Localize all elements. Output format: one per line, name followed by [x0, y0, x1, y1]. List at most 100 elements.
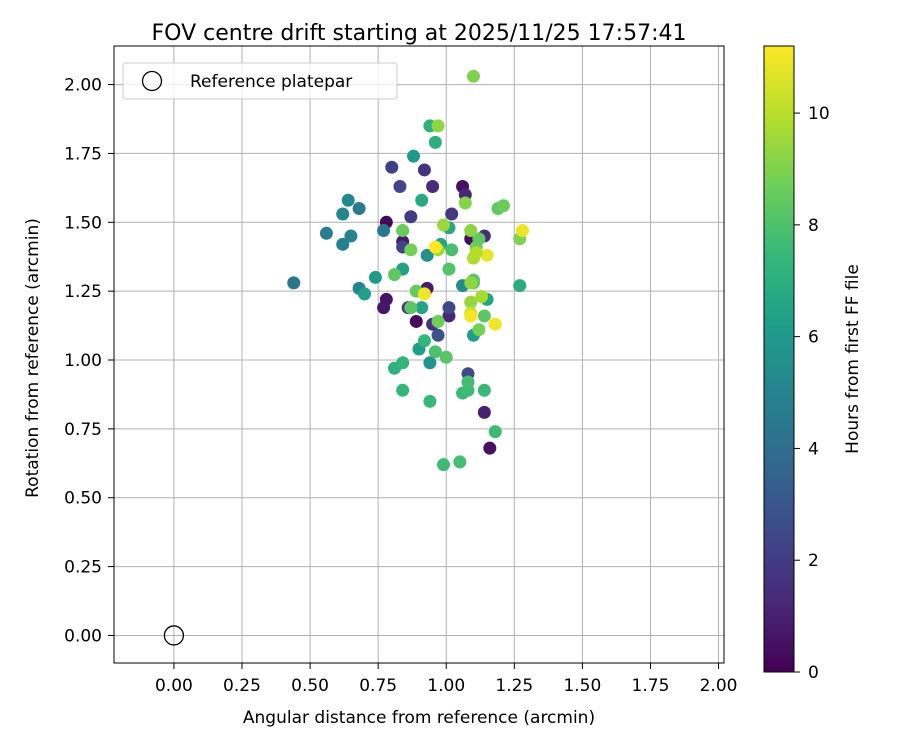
data-point [415, 301, 429, 315]
data-point [428, 345, 442, 359]
data-point [464, 295, 478, 309]
data-point [393, 179, 407, 193]
data-point [352, 202, 366, 216]
data-point [404, 243, 418, 257]
data-point [445, 207, 459, 221]
data-point [344, 229, 358, 243]
data-point [368, 270, 382, 284]
y-tick-label: 1.75 [64, 144, 102, 164]
data-point [396, 356, 410, 370]
data-point [483, 441, 497, 455]
data-point [496, 199, 510, 213]
data-point [488, 425, 502, 439]
data-point [423, 356, 437, 370]
y-tick-label: 0.50 [64, 489, 102, 509]
data-point [341, 193, 355, 207]
data-point [453, 455, 467, 469]
data-point [439, 350, 453, 364]
data-point [475, 290, 489, 304]
data-point [415, 193, 429, 207]
data-point [437, 458, 451, 472]
data-point [396, 383, 410, 397]
colorbar-tick-label: 6 [808, 328, 819, 348]
colorbar-gradient [763, 45, 795, 673]
x-tick-label: 0.75 [359, 676, 397, 696]
data-point [404, 210, 418, 224]
chart-title: FOV centre drift starting at 2025/11/25 … [152, 21, 687, 46]
data-point [437, 218, 451, 232]
colorbar-tick-label: 0 [808, 663, 819, 683]
data-point [442, 301, 456, 315]
data-point [442, 262, 456, 276]
data-point [431, 314, 445, 328]
legend-marker [141, 70, 163, 92]
data-point [377, 301, 391, 315]
data-point [385, 160, 399, 174]
y-axis-label: Rotation from reference (arcmin) [23, 218, 43, 498]
y-tick-label: 1.00 [64, 351, 102, 371]
y-tick-label: 0.00 [64, 626, 102, 646]
x-tick-label: 1.00 [427, 676, 465, 696]
data-point [464, 309, 478, 323]
data-point [477, 309, 491, 323]
data-point [464, 224, 478, 238]
data-point [472, 232, 486, 246]
data-point [417, 334, 431, 348]
data-point [420, 248, 434, 262]
data-point [417, 163, 431, 177]
reference-platepar-marker [163, 625, 185, 646]
y-axis-ticks: 0.00 0.25 0.50 0.75 1.00 1.25 1.50 1.75 2.00 [64, 76, 114, 646]
legend: Reference platepar [122, 62, 398, 100]
y-tick-label: 0.25 [64, 558, 102, 578]
colorbar-tick-label: 2 [808, 551, 819, 571]
colorbar-label: Hours from first FF file [843, 264, 863, 454]
data-point [336, 207, 350, 221]
plot-frame [113, 45, 725, 664]
data-point [445, 243, 459, 257]
legend-label: Reference platepar [190, 72, 352, 92]
y-tick-label: 2.00 [64, 76, 102, 96]
data-point [477, 405, 491, 419]
data-point [319, 226, 333, 240]
data-point [404, 301, 418, 315]
colorbar-tick-label: 10 [808, 104, 830, 124]
x-axis-ticks: 0.00 0.25 0.50 0.75 1.00 1.25 1.50 1.75 2.00 [155, 663, 738, 696]
data-point [377, 224, 391, 238]
x-tick-label: 2.00 [700, 676, 738, 696]
colorbar-tick-label: 4 [808, 439, 819, 459]
data-point [515, 224, 529, 238]
data-point [472, 323, 486, 337]
colorbar-tick-label: 8 [808, 216, 819, 236]
data-point [358, 287, 372, 301]
data-point [469, 246, 483, 260]
data-point [464, 276, 478, 290]
x-tick-label: 1.25 [495, 676, 533, 696]
y-tick-label: 1.25 [64, 282, 102, 302]
data-point [431, 328, 445, 342]
data-point [513, 279, 527, 293]
data-point [431, 119, 445, 133]
data-point [423, 394, 437, 408]
y-tick-label: 1.50 [64, 213, 102, 233]
data-point [477, 383, 491, 397]
data-point [458, 196, 472, 210]
data-point [466, 69, 480, 83]
x-tick-label: 1.75 [632, 676, 670, 696]
data-point [428, 240, 442, 254]
colorbar: 0 2 4 6 8 10 Hours from first FF file [763, 45, 863, 683]
data-point [396, 224, 410, 238]
data-point [407, 149, 421, 163]
colorbar-ticks: 0 2 4 6 8 10 [794, 104, 830, 683]
x-tick-label: 0.25 [223, 676, 261, 696]
data-point [417, 287, 431, 301]
x-tick-label: 0.00 [155, 676, 193, 696]
data-point [426, 179, 440, 193]
x-tick-label: 0.50 [291, 676, 329, 696]
data-point [488, 317, 502, 331]
legend-box [122, 62, 398, 100]
data-point [480, 248, 494, 262]
data-point [409, 314, 423, 328]
data-points [287, 69, 529, 472]
x-axis-label: Angular distance from reference (arcmin) [243, 708, 595, 728]
